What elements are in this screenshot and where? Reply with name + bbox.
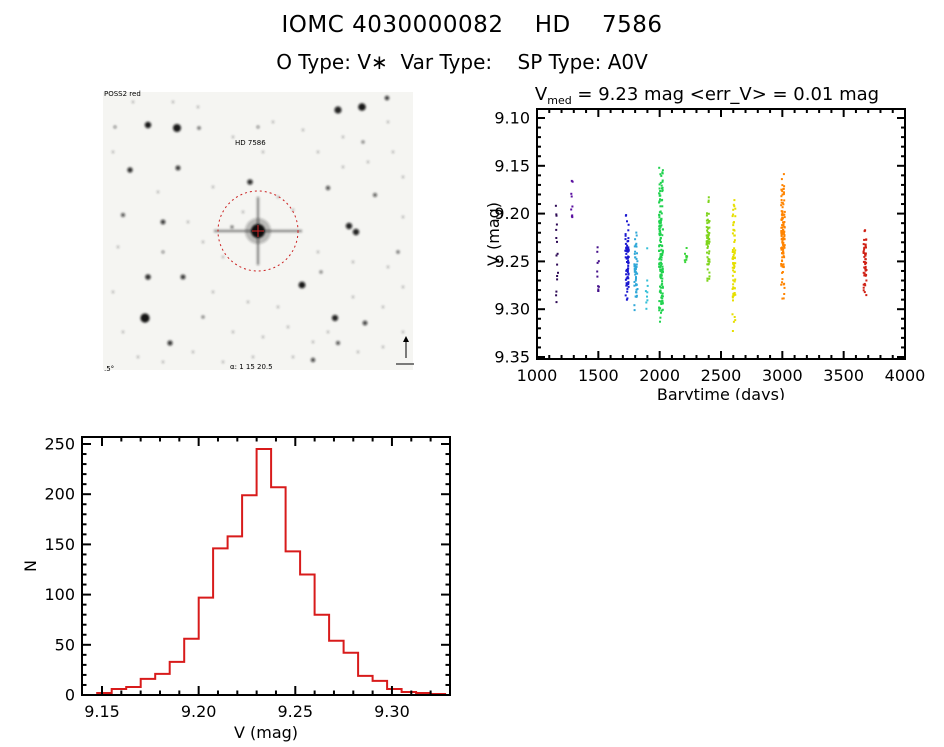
svg-text:9.30: 9.30 — [374, 702, 410, 721]
svg-text:0: 0 — [65, 686, 75, 705]
svg-text:9.15: 9.15 — [84, 702, 120, 721]
svg-text:1000: 1000 — [517, 366, 558, 385]
histogram-plot: 0 50 100 150 200 250 9.15 9.20 9.25 9.30 V (mag) N — [21, 435, 451, 742]
coordinates-label: α: 1 15 20.5 — [230, 363, 273, 371]
scatter-title-var: V — [534, 84, 548, 105]
scatter-title-rest: = 9.23 mag <err_V> = 0.01 mag — [571, 84, 880, 105]
svg-text:9.25: 9.25 — [277, 702, 313, 721]
svg-text:9.35: 9.35 — [494, 348, 530, 367]
svg-text:3000: 3000 — [762, 366, 803, 385]
histogram-ylabel: N — [21, 560, 40, 572]
histogram-axes — [81, 436, 451, 696]
compass-icon — [396, 336, 414, 365]
svg-text:1500: 1500 — [578, 366, 619, 385]
svg-text:100: 100 — [44, 585, 75, 604]
target-crosshair — [252, 225, 264, 237]
svg-text:200: 200 — [44, 485, 75, 504]
svg-text:50: 50 — [55, 635, 75, 654]
svg-text:250: 250 — [44, 435, 75, 454]
histogram-tick-labels: 0 50 100 150 200 250 9.15 9.20 9.25 9.30 — [44, 435, 409, 722]
svg-text:9.20: 9.20 — [494, 204, 530, 223]
svg-text:9.10: 9.10 — [494, 109, 530, 128]
histogram-bars — [96, 448, 447, 695]
svg-text:9.30: 9.30 — [494, 300, 530, 319]
scatter-title-subscript: med — [547, 94, 572, 107]
scatter-xlabel: Barytime (days) — [657, 385, 785, 400]
scatter-title: Vmed = 9.23 mag <err_V> = 0.01 mag — [485, 84, 929, 107]
page-title: IOMC 4030000082 HD 7586 — [281, 12, 663, 38]
svg-text:9.20: 9.20 — [181, 702, 217, 721]
svg-text:150: 150 — [44, 535, 75, 554]
svg-text:2000: 2000 — [639, 366, 680, 385]
page-subtitle: O Type: V∗ Var Type: SP Type: A0V — [276, 50, 648, 74]
scale-label: .5° — [104, 365, 114, 373]
finder-chart-image: HD 7586 POSS2 red α: 1 15 20.5 .5° — [103, 90, 414, 373]
svg-text:3500: 3500 — [823, 366, 864, 385]
svg-text:9.15: 9.15 — [494, 156, 530, 175]
scatter-ylabel: V (mag) — [485, 202, 503, 266]
svg-text:9.25: 9.25 — [494, 252, 530, 271]
scatter-points — [554, 166, 868, 332]
target-label: HD 7586 — [235, 139, 266, 147]
svg-text:2500: 2500 — [701, 366, 742, 385]
target-circle — [217, 190, 299, 272]
histogram-xlabel: V (mag) — [234, 723, 298, 742]
survey-label: POSS2 red — [104, 90, 141, 98]
svg-text:4000: 4000 — [885, 366, 926, 385]
scatter-axes — [536, 108, 906, 360]
